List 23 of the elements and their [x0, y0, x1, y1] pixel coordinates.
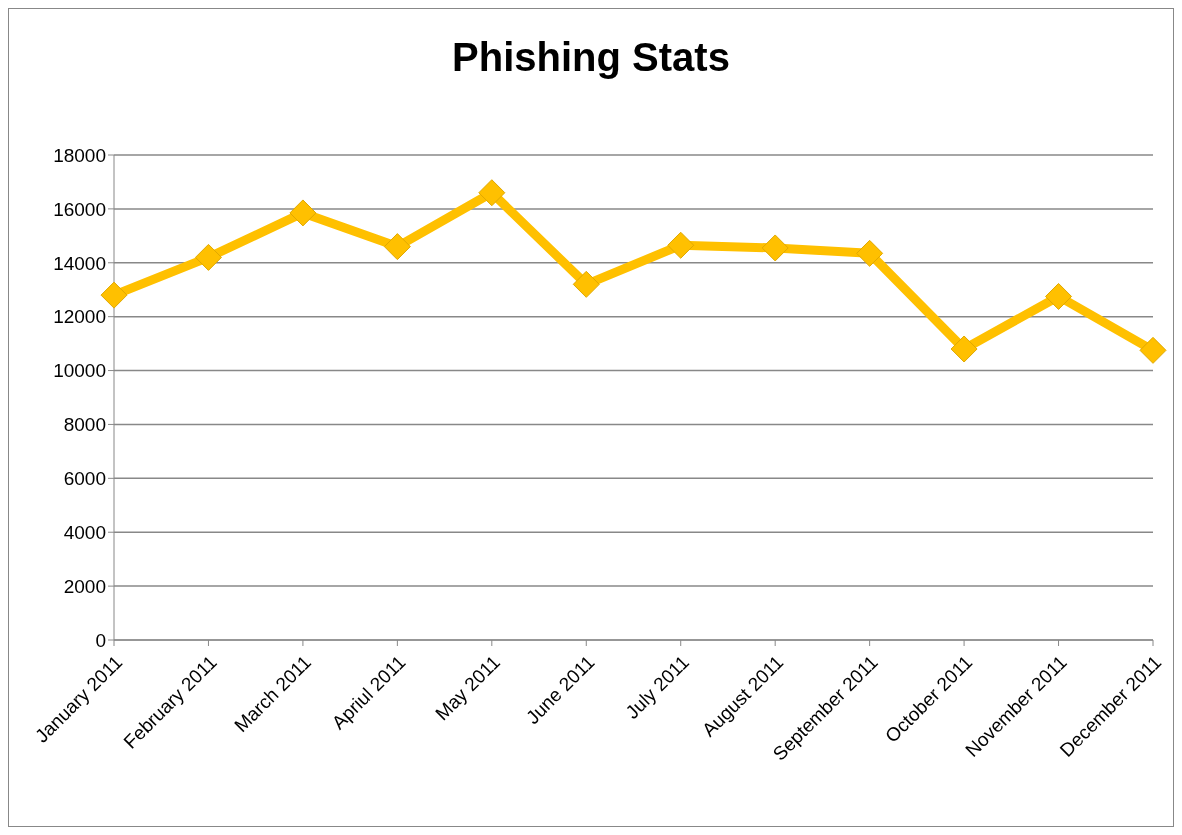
y-tick-label: 18000	[53, 144, 106, 166]
point	[950, 335, 978, 363]
point	[1045, 282, 1073, 310]
point	[572, 270, 600, 298]
y-tick-label: 8000	[63, 414, 106, 436]
point	[383, 233, 411, 261]
point	[289, 199, 317, 227]
point	[100, 281, 128, 309]
y-tick-label: 12000	[53, 306, 106, 328]
chart-title: Phishing Stats	[451, 34, 731, 81]
point	[478, 179, 506, 207]
y-tick-label: 6000	[63, 468, 106, 490]
point	[667, 231, 695, 259]
y-tick-label: 14000	[53, 252, 106, 274]
point	[761, 234, 789, 262]
point	[194, 243, 222, 271]
y-tick-label: 16000	[53, 198, 106, 220]
point	[1139, 336, 1167, 364]
y-tick-label: 2000	[63, 575, 106, 597]
y-tick-label: 10000	[53, 360, 106, 382]
point	[856, 239, 884, 267]
y-tick-label: 4000	[63, 521, 106, 543]
y-tick-label: 0	[95, 629, 106, 651]
